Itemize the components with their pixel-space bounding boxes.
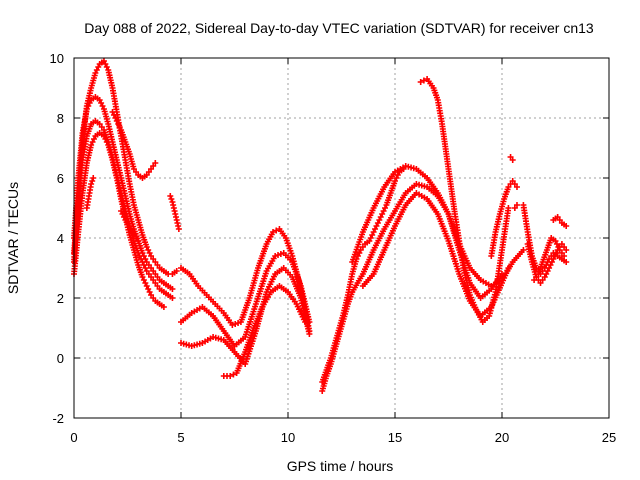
series-trace-5 xyxy=(83,175,97,211)
y-tick-label: 0 xyxy=(57,351,64,366)
data-point xyxy=(520,247,527,253)
series-trace-10 xyxy=(178,250,313,349)
data-point xyxy=(505,205,512,211)
data-point xyxy=(306,331,313,337)
series-trace-21 xyxy=(511,202,520,211)
x-tick-label: 25 xyxy=(602,430,616,445)
data-point xyxy=(229,322,236,328)
series-trace-20 xyxy=(507,154,516,163)
y-tick-label: 2 xyxy=(57,291,64,306)
data-point xyxy=(563,259,570,265)
tick-labels: 0 5 10 15 20 25 -2 0 2 4 6 8 10 xyxy=(50,51,617,445)
data-point xyxy=(89,178,96,184)
data-point xyxy=(561,253,568,259)
data-point xyxy=(167,193,174,199)
data-point xyxy=(168,196,175,202)
data-point xyxy=(173,268,180,274)
series-trace-25 xyxy=(550,214,570,229)
data-point xyxy=(175,226,182,232)
series-trace-24 xyxy=(531,235,568,283)
data-point xyxy=(160,304,167,310)
series-trace-17 xyxy=(359,190,512,319)
data-point xyxy=(563,223,570,229)
data-point xyxy=(302,319,309,325)
data-point xyxy=(275,252,282,258)
series-trace-12 xyxy=(220,283,309,379)
series-trace-6 xyxy=(109,109,159,181)
y-tick-label: 10 xyxy=(50,51,64,66)
chart-title: Day 088 of 2022, Sidereal Day-to-day VTE… xyxy=(84,20,594,36)
data-point xyxy=(513,184,520,190)
x-tick-label: 20 xyxy=(495,430,509,445)
data-point xyxy=(152,160,159,166)
data-point xyxy=(88,181,95,187)
y-tick-label: -2 xyxy=(52,411,64,426)
x-axis-label: GPS time / hours xyxy=(287,458,394,474)
plot-frame xyxy=(73,57,610,419)
data-point xyxy=(272,253,279,259)
data-point xyxy=(563,247,570,253)
data-point xyxy=(235,320,242,326)
y-tick-label: 8 xyxy=(57,111,64,126)
series-trace-19 xyxy=(488,178,520,259)
data-point xyxy=(169,286,176,292)
x-tick-label: 10 xyxy=(281,430,295,445)
data-point xyxy=(90,175,97,181)
grid-lines xyxy=(74,58,609,418)
data-point xyxy=(509,157,516,163)
data-point xyxy=(169,295,176,301)
series-trace-22 xyxy=(520,202,570,277)
data-points xyxy=(71,58,570,394)
y-axis-label: SDTVAR / TECUs xyxy=(5,182,21,294)
data-point xyxy=(417,79,424,85)
data-point xyxy=(270,229,277,235)
x-tick-label: 5 xyxy=(177,430,184,445)
data-point xyxy=(230,371,237,378)
data-point xyxy=(277,251,284,257)
y-tick-label: 4 xyxy=(57,231,64,246)
x-tick-label: 0 xyxy=(70,430,77,445)
x-tick-label: 15 xyxy=(388,430,402,445)
series-trace-18 xyxy=(417,76,512,325)
series-trace-4 xyxy=(71,130,167,310)
series-trace-8 xyxy=(167,193,182,232)
y-tick-label: 6 xyxy=(57,171,64,186)
data-point xyxy=(513,202,520,208)
data-point xyxy=(135,238,142,244)
data-point xyxy=(232,321,239,327)
data-point xyxy=(505,265,512,271)
series-trace-7 xyxy=(118,208,142,244)
data-point xyxy=(227,373,234,379)
